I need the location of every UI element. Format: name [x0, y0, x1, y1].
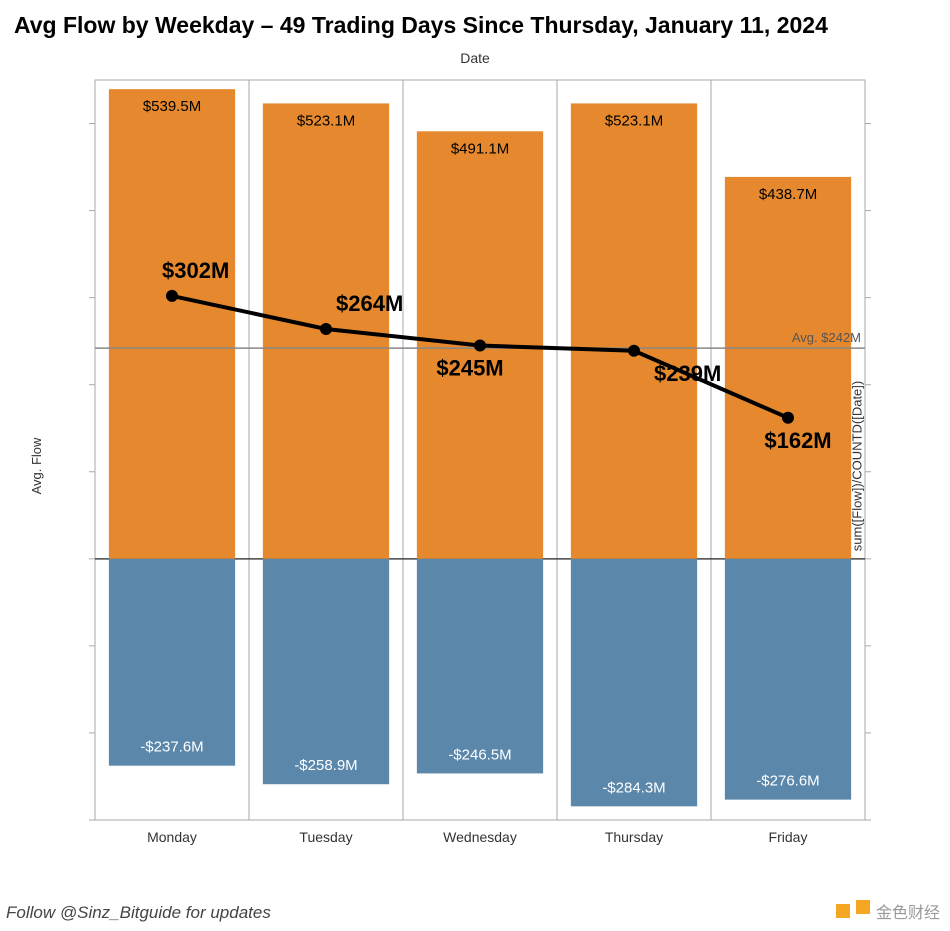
avg-line-label: Avg. $242M: [792, 330, 861, 345]
category-label: Wednesday: [443, 829, 517, 845]
bar-negative: [725, 559, 851, 800]
bar-positive-label: $491.1M: [451, 140, 509, 157]
bar-positive: [725, 177, 851, 559]
category-label: Tuesday: [299, 829, 352, 845]
bar-negative: [109, 559, 235, 766]
watermark: 金色财经: [836, 899, 940, 923]
bar-positive-label: $539.5M: [143, 98, 201, 115]
bar-negative-label: -$284.3M: [602, 779, 665, 796]
line-marker: [320, 323, 332, 335]
line-marker: [166, 290, 178, 302]
bar-negative: [571, 559, 697, 807]
category-label: Monday: [147, 829, 197, 845]
bar-negative-label: -$237.6M: [140, 739, 203, 756]
top-axis-label: Date: [460, 50, 490, 66]
line-marker: [474, 340, 486, 352]
bar-negative: [263, 559, 389, 784]
line-marker: [782, 412, 794, 424]
line-marker: [628, 345, 640, 357]
watermark-text: 金色财经: [876, 899, 940, 923]
bar-positive-label: $523.1M: [297, 112, 355, 129]
bar-negative-label: -$246.5M: [448, 746, 511, 763]
bar-positive-label: $523.1M: [605, 112, 663, 129]
bar-positive-label: $438.7M: [759, 186, 817, 203]
line-label: $162M: [764, 428, 831, 453]
line-label: $264M: [336, 291, 403, 316]
category-label: Friday: [769, 829, 808, 845]
bar-positive: [109, 89, 235, 559]
footer-text: Follow @Sinz_Bitguide for updates: [6, 903, 271, 923]
chart-title: Avg Flow by Weekday – 49 Trading Days Si…: [14, 12, 828, 39]
bar-negative-label: -$258.9M: [294, 757, 357, 774]
line-label: $245M: [436, 356, 503, 381]
chart-plot: -300-300-200-200-100-1000010010020020030…: [85, 70, 875, 860]
bar-negative: [417, 559, 543, 774]
bar-negative-label: -$276.6M: [756, 773, 819, 790]
line-label: $302M: [162, 258, 229, 283]
category-label: Thursday: [605, 829, 663, 845]
bar-positive: [571, 103, 697, 558]
left-axis-label: Avg. Flow: [29, 437, 44, 494]
line-label: $239M: [654, 361, 721, 386]
